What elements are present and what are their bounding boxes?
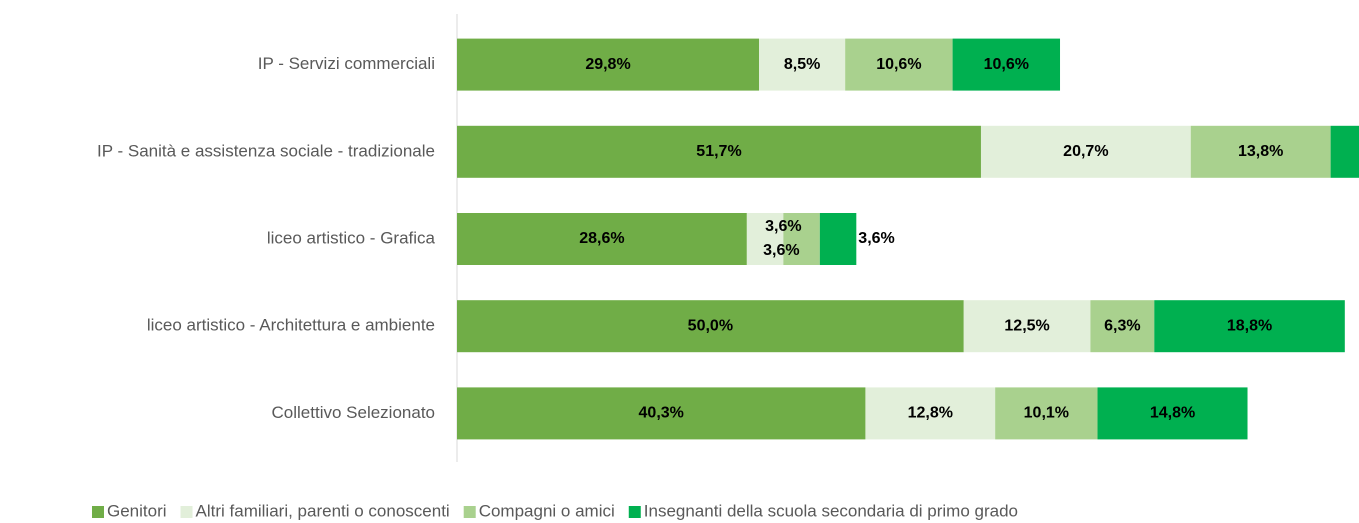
data-label: 29,8% [585,56,630,73]
data-label: 3,6% [763,242,799,259]
data-label: 6,3% [1104,317,1140,334]
data-label: 51,7% [696,143,741,160]
bar-segment [457,125,981,178]
data-label: 18,8% [1227,317,1272,334]
legend-swatch [92,506,104,518]
data-label: 10,6% [876,56,921,73]
bar-segment [783,213,820,265]
legend-swatch [628,506,641,518]
data-label: 12,8% [908,405,953,422]
bar-segment [1097,387,1248,440]
data-label: 12,5% [1004,317,1049,334]
data-label: 14,8% [1150,405,1195,422]
bar-segment [995,387,1098,440]
category-label: liceo artistico - Architettura e ambient… [147,316,435,335]
data-label: 28,6% [579,230,624,247]
legend-label: Genitori [107,501,167,520]
bar-segment [457,38,760,91]
category-label: IP - Servizi commerciali [258,54,435,73]
bar-segment [746,213,784,265]
data-label: 40,3% [639,405,684,422]
bar-segment [952,38,1061,91]
data-label: 50,0% [688,317,733,334]
legend-swatch [463,506,476,518]
bar-segment [819,213,857,265]
bar-segment [1190,125,1331,178]
bar-segment [865,387,996,440]
data-label: 13,8% [1238,143,1283,160]
bar-segment [980,125,1191,178]
bar-segment [1154,300,1345,353]
plot-area [457,38,1359,440]
category-label: IP - Sanità e assistenza sociale - tradi… [97,141,435,160]
data-label: 3,6% [858,230,894,247]
data-label: 20,7% [1063,143,1108,160]
category-label: Collettivo Selezionato [272,403,435,422]
legend-label: Insegnanti della scuola secondaria di pr… [644,501,1018,520]
category-label: liceo artistico - Grafica [267,228,436,247]
bar-segment [457,213,747,265]
bar-segment [963,300,1091,353]
bar-segment [457,387,866,440]
bar-segment [845,38,953,91]
bar-segment [759,38,846,91]
legend-label: Compagni o amici [479,501,615,520]
data-label: 10,6% [984,56,1029,73]
legend-swatch [180,506,193,518]
bar-segment [457,300,964,353]
bar-segment [1330,125,1359,178]
data-label: 10,1% [1024,405,1069,422]
legend-label: Altri familiari, parenti o conoscenti [196,501,450,520]
bar-segment [1090,300,1155,353]
data-label: 8,5% [784,56,820,73]
data-label: 3,6% [765,218,801,235]
